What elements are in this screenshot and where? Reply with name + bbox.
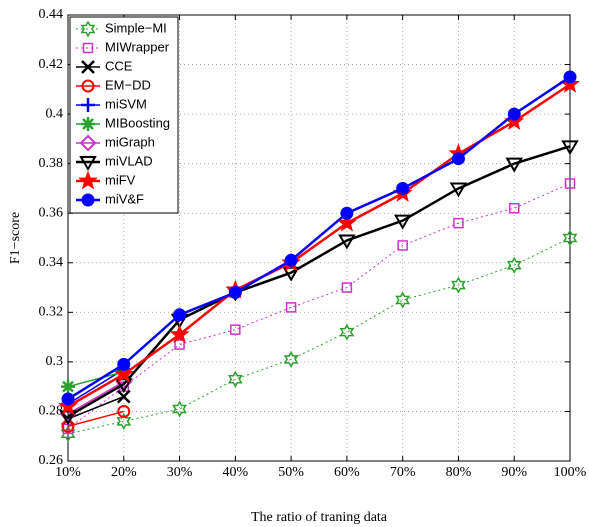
data-marker <box>174 339 185 350</box>
data-marker <box>451 152 465 166</box>
legend-label: EM−DD <box>105 77 151 92</box>
data-marker <box>339 323 355 341</box>
x-tick-label: 30% <box>167 465 193 480</box>
series-line <box>67 183 571 430</box>
data-marker <box>338 234 356 250</box>
data-marker <box>117 357 131 371</box>
legend-marker <box>79 134 97 152</box>
legend-label: CCE <box>105 58 133 73</box>
x-tick-label: 10% <box>55 465 81 480</box>
data-marker <box>227 370 243 388</box>
data-marker <box>506 256 522 274</box>
y-tick-label: 0.32 <box>39 305 64 320</box>
series-line <box>67 410 124 428</box>
legend-marker <box>81 60 95 74</box>
data-marker <box>283 350 299 368</box>
legend-label: MIBoosting <box>105 115 170 130</box>
legend-label: Simple−MI <box>105 20 167 35</box>
data-marker <box>505 157 523 173</box>
legend-marker <box>81 79 95 93</box>
series-line <box>67 395 125 420</box>
y-tick-label: 0.44 <box>39 7 64 22</box>
series-line <box>67 75 571 401</box>
y-tick-label: 0.34 <box>39 255 64 270</box>
data-marker <box>508 203 520 214</box>
data-marker <box>59 410 77 426</box>
data-marker <box>397 240 408 251</box>
data-marker <box>173 308 187 322</box>
legend-marker <box>81 193 95 207</box>
legend-label: miV&F <box>105 191 144 206</box>
data-marker <box>453 217 464 229</box>
data-marker <box>564 178 576 189</box>
y-axis-label: F1−score <box>8 212 23 264</box>
series-line <box>67 145 571 418</box>
data-marker <box>115 378 133 394</box>
data-marker <box>563 70 577 84</box>
data-marker <box>282 266 300 282</box>
data-marker <box>113 363 134 383</box>
x-tick-label: 80% <box>446 465 472 480</box>
series-line <box>67 371 124 388</box>
legend-marker <box>80 20 96 38</box>
y-tick-label: 0.36 <box>39 205 64 220</box>
data-marker <box>449 182 468 198</box>
legend-label: miVLAD <box>105 153 153 168</box>
data-marker <box>230 324 241 335</box>
data-marker <box>60 425 76 443</box>
data-marker <box>340 206 354 220</box>
x-tick-label: 70% <box>390 465 416 480</box>
y-tick-label: 0.42 <box>39 57 64 72</box>
y-tick-label: 0.3 <box>46 354 64 369</box>
data-marker <box>285 302 297 313</box>
legend-label: miSVM <box>105 96 147 111</box>
series-line <box>67 381 125 415</box>
legend-label: miFV <box>105 172 136 187</box>
data-marker <box>396 181 410 195</box>
y-tick-label: 0.4 <box>46 106 64 121</box>
data-marker <box>393 214 412 230</box>
data-marker <box>228 286 242 300</box>
y-tick-label: 0.28 <box>39 404 64 419</box>
data-marker <box>395 291 411 309</box>
data-marker <box>61 392 75 406</box>
data-marker <box>562 229 578 247</box>
x-tick-label: 40% <box>222 465 248 480</box>
data-marker <box>61 379 75 394</box>
data-marker <box>284 253 298 267</box>
x-tick-label: 90% <box>501 465 527 480</box>
plot-frame <box>67 14 571 462</box>
x-tick-label: 100% <box>554 465 587 480</box>
data-marker <box>172 400 187 418</box>
data-marker <box>451 276 466 294</box>
x-tick-label: 50% <box>278 465 304 480</box>
data-marker <box>116 412 132 430</box>
data-marker <box>117 404 131 418</box>
y-tick-label: 0.38 <box>39 156 64 171</box>
legend: Simple−MI MIWrapper CCE EM−DD miSVM MIBoostin… <box>69 16 179 214</box>
legend-marker <box>79 156 97 171</box>
y-tick-label: 0.26 <box>39 453 64 468</box>
series-line <box>67 237 571 435</box>
legend-label: MIWrapper <box>105 39 170 54</box>
legend-marker <box>82 42 94 54</box>
legend-marker <box>81 117 95 131</box>
legend-marker <box>78 170 98 190</box>
data-marker <box>561 140 579 156</box>
data-marker <box>169 324 190 344</box>
x-tick-label: 20% <box>111 465 137 480</box>
data-marker <box>341 282 353 293</box>
data-marker <box>507 107 521 121</box>
data-marker <box>116 389 131 404</box>
legend-label: miGraph <box>105 134 155 149</box>
data-marker <box>58 396 78 415</box>
x-axis-label: The ratio of traning data <box>251 510 388 525</box>
series-line <box>67 368 125 405</box>
legend-marker <box>81 98 95 112</box>
x-tick-label: 60% <box>334 465 360 480</box>
